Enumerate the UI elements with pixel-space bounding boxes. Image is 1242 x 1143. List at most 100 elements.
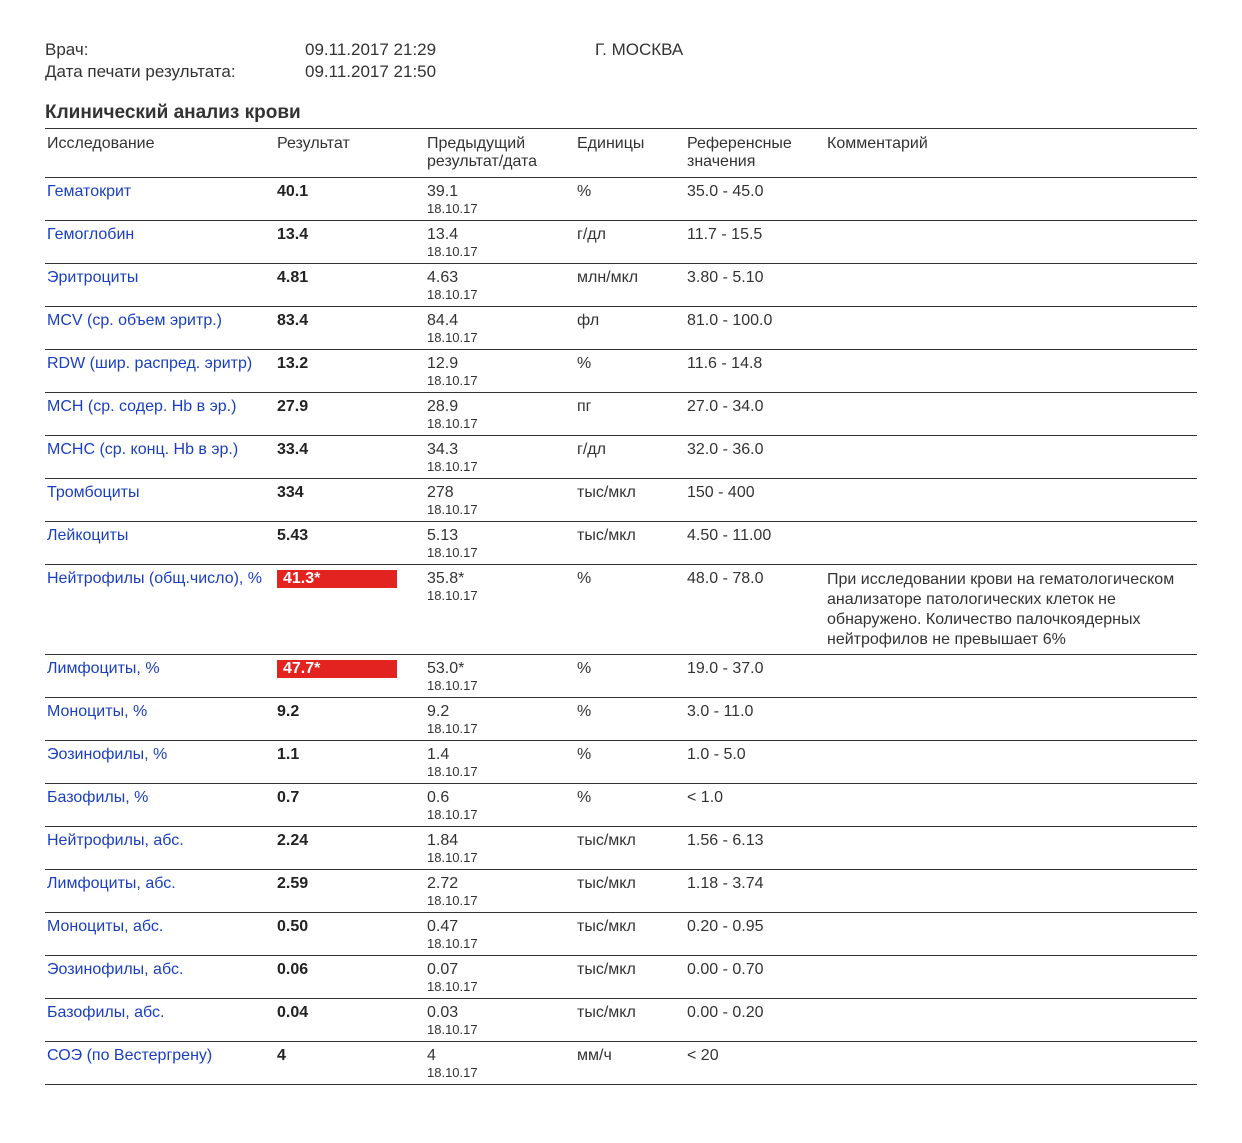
test-name[interactable]: Базофилы, % bbox=[47, 789, 148, 806]
table-row: Нейтрофилы (общ.число), %41.3*35.8*18.10… bbox=[45, 565, 1197, 655]
test-name[interactable]: MCV (ср. объем эритр.) bbox=[47, 312, 222, 329]
result-value: 40.1 bbox=[277, 183, 308, 200]
comment bbox=[825, 1042, 1197, 1085]
reference-range: 150 - 400 bbox=[685, 479, 825, 522]
prev-result: 12.9 bbox=[427, 355, 573, 373]
result-value: 334 bbox=[277, 484, 304, 501]
result-value: 2.24 bbox=[277, 832, 308, 849]
prev-date: 18.10.17 bbox=[427, 416, 573, 431]
prev-date: 18.10.17 bbox=[427, 545, 573, 560]
result-value: 0.7 bbox=[277, 789, 299, 806]
reference-range: 11.7 - 15.5 bbox=[685, 221, 825, 264]
table-row: Лимфоциты, %47.7*53.0*18.10.17%19.0 - 37… bbox=[45, 655, 1197, 698]
result-value: 0.06 bbox=[277, 961, 308, 978]
result-value-flagged: 41.3* bbox=[277, 570, 397, 588]
units: % bbox=[575, 698, 685, 741]
result-value: 83.4 bbox=[277, 312, 308, 329]
comment bbox=[825, 350, 1197, 393]
result-value: 13.4 bbox=[277, 226, 308, 243]
test-name[interactable]: Нейтрофилы, абс. bbox=[47, 832, 184, 849]
prev-result: 13.4 bbox=[427, 226, 573, 244]
result-value: 0.50 bbox=[277, 918, 308, 935]
result-value: 4 bbox=[277, 1047, 286, 1064]
prev-result: 0.6 bbox=[427, 789, 573, 807]
test-name[interactable]: Эозинофилы, % bbox=[47, 746, 167, 763]
prev-result: 4.63 bbox=[427, 269, 573, 287]
print-label: Дата печати результата: bbox=[45, 62, 305, 82]
test-name[interactable]: Эозинофилы, абс. bbox=[47, 961, 183, 978]
prev-result: 34.3 bbox=[427, 441, 573, 459]
test-name[interactable]: Лимфоциты, % bbox=[47, 660, 160, 677]
comment bbox=[825, 827, 1197, 870]
test-name[interactable]: Базофилы, абс. bbox=[47, 1004, 164, 1021]
prev-date: 18.10.17 bbox=[427, 721, 573, 736]
comment bbox=[825, 913, 1197, 956]
table-row: Нейтрофилы, абс.2.241.8418.10.17тыс/мкл1… bbox=[45, 827, 1197, 870]
table-row: Эритроциты4.814.6318.10.17млн/мкл3.80 - … bbox=[45, 264, 1197, 307]
test-name[interactable]: Гемоглобин bbox=[47, 226, 134, 243]
prev-result: 9.2 bbox=[427, 703, 573, 721]
prev-result: 0.47 bbox=[427, 918, 573, 936]
comment bbox=[825, 264, 1197, 307]
table-row: Эозинофилы, %1.11.418.10.17%1.0 - 5.0 bbox=[45, 741, 1197, 784]
comment: При исследовании крови на гематологическ… bbox=[825, 565, 1197, 655]
col-units: Единицы bbox=[575, 129, 685, 178]
test-name[interactable]: Эритроциты bbox=[47, 269, 138, 286]
units: г/дл bbox=[575, 436, 685, 479]
test-name[interactable]: Моноциты, абс. bbox=[47, 918, 163, 935]
table-row: MCH (ср. содер. Hb в эр.)27.928.918.10.1… bbox=[45, 393, 1197, 436]
col-ref: Референсные значения bbox=[685, 129, 825, 178]
prev-date: 18.10.17 bbox=[427, 373, 573, 388]
reference-range: 35.0 - 45.0 bbox=[685, 178, 825, 221]
test-name[interactable]: RDW (шир. распред. эритр) bbox=[47, 355, 252, 372]
units: тыс/мкл bbox=[575, 827, 685, 870]
test-name[interactable]: Нейтрофилы (общ.число), % bbox=[47, 570, 262, 587]
result-value: 2.59 bbox=[277, 875, 308, 892]
units: тыс/мкл bbox=[575, 913, 685, 956]
reference-range: 48.0 - 78.0 bbox=[685, 565, 825, 655]
test-name[interactable]: Тромбоциты bbox=[47, 484, 139, 501]
test-name[interactable]: Гематокрит bbox=[47, 183, 131, 200]
units: мм/ч bbox=[575, 1042, 685, 1085]
prev-result: 0.03 bbox=[427, 1004, 573, 1022]
test-name[interactable]: Лимфоциты, абс. bbox=[47, 875, 176, 892]
reference-range: 0.00 - 0.20 bbox=[685, 999, 825, 1042]
units: тыс/мкл bbox=[575, 999, 685, 1042]
reference-range: 1.56 - 6.13 bbox=[685, 827, 825, 870]
prev-result: 4 bbox=[427, 1047, 573, 1065]
prev-date: 18.10.17 bbox=[427, 201, 573, 216]
test-name[interactable]: СОЭ (по Вестергрену) bbox=[47, 1047, 212, 1064]
prev-result: 1.84 bbox=[427, 832, 573, 850]
table-row: Гематокрит 40.1 39.118.10.17%35.0 - 45.0 bbox=[45, 178, 1197, 221]
col-comment: Комментарий bbox=[825, 129, 1197, 178]
test-name[interactable]: MCH (ср. содер. Hb в эр.) bbox=[47, 398, 236, 415]
prev-result: 84.4 bbox=[427, 312, 573, 330]
table-row: Моноциты, %9.29.218.10.17%3.0 - 11.0 bbox=[45, 698, 1197, 741]
result-value: 9.2 bbox=[277, 703, 299, 720]
prev-date: 18.10.17 bbox=[427, 244, 573, 259]
prev-result: 0.07 bbox=[427, 961, 573, 979]
units: % bbox=[575, 178, 685, 221]
test-name[interactable]: Моноциты, % bbox=[47, 703, 147, 720]
result-value: 5.43 bbox=[277, 527, 308, 544]
section-title: Клинический анализ крови bbox=[45, 102, 1197, 124]
prev-date: 18.10.17 bbox=[427, 893, 573, 908]
units: % bbox=[575, 350, 685, 393]
report-header: Врач: 09.11.2017 21:29 Г. МОСКВА Дата пе… bbox=[45, 40, 1197, 82]
units: млн/мкл bbox=[575, 264, 685, 307]
col-test: Исследование bbox=[45, 129, 275, 178]
test-name[interactable]: MCHC (ср. конц. Hb в эр.) bbox=[47, 441, 238, 458]
reference-range: 3.0 - 11.0 bbox=[685, 698, 825, 741]
table-header-row: Исследование Результат Предыдущий резуль… bbox=[45, 129, 1197, 178]
prev-date: 18.10.17 bbox=[427, 936, 573, 951]
prev-result: 39.1 bbox=[427, 183, 573, 201]
prev-date: 18.10.17 bbox=[427, 330, 573, 345]
comment bbox=[825, 655, 1197, 698]
comment bbox=[825, 221, 1197, 264]
test-name[interactable]: Лейкоциты bbox=[47, 527, 128, 544]
reference-range: 11.6 - 14.8 bbox=[685, 350, 825, 393]
result-value: 0.04 bbox=[277, 1004, 308, 1021]
prev-date: 18.10.17 bbox=[427, 1022, 573, 1037]
prev-date: 18.10.17 bbox=[427, 502, 573, 517]
table-row: Базофилы, %0.70.618.10.17%< 1.0 bbox=[45, 784, 1197, 827]
